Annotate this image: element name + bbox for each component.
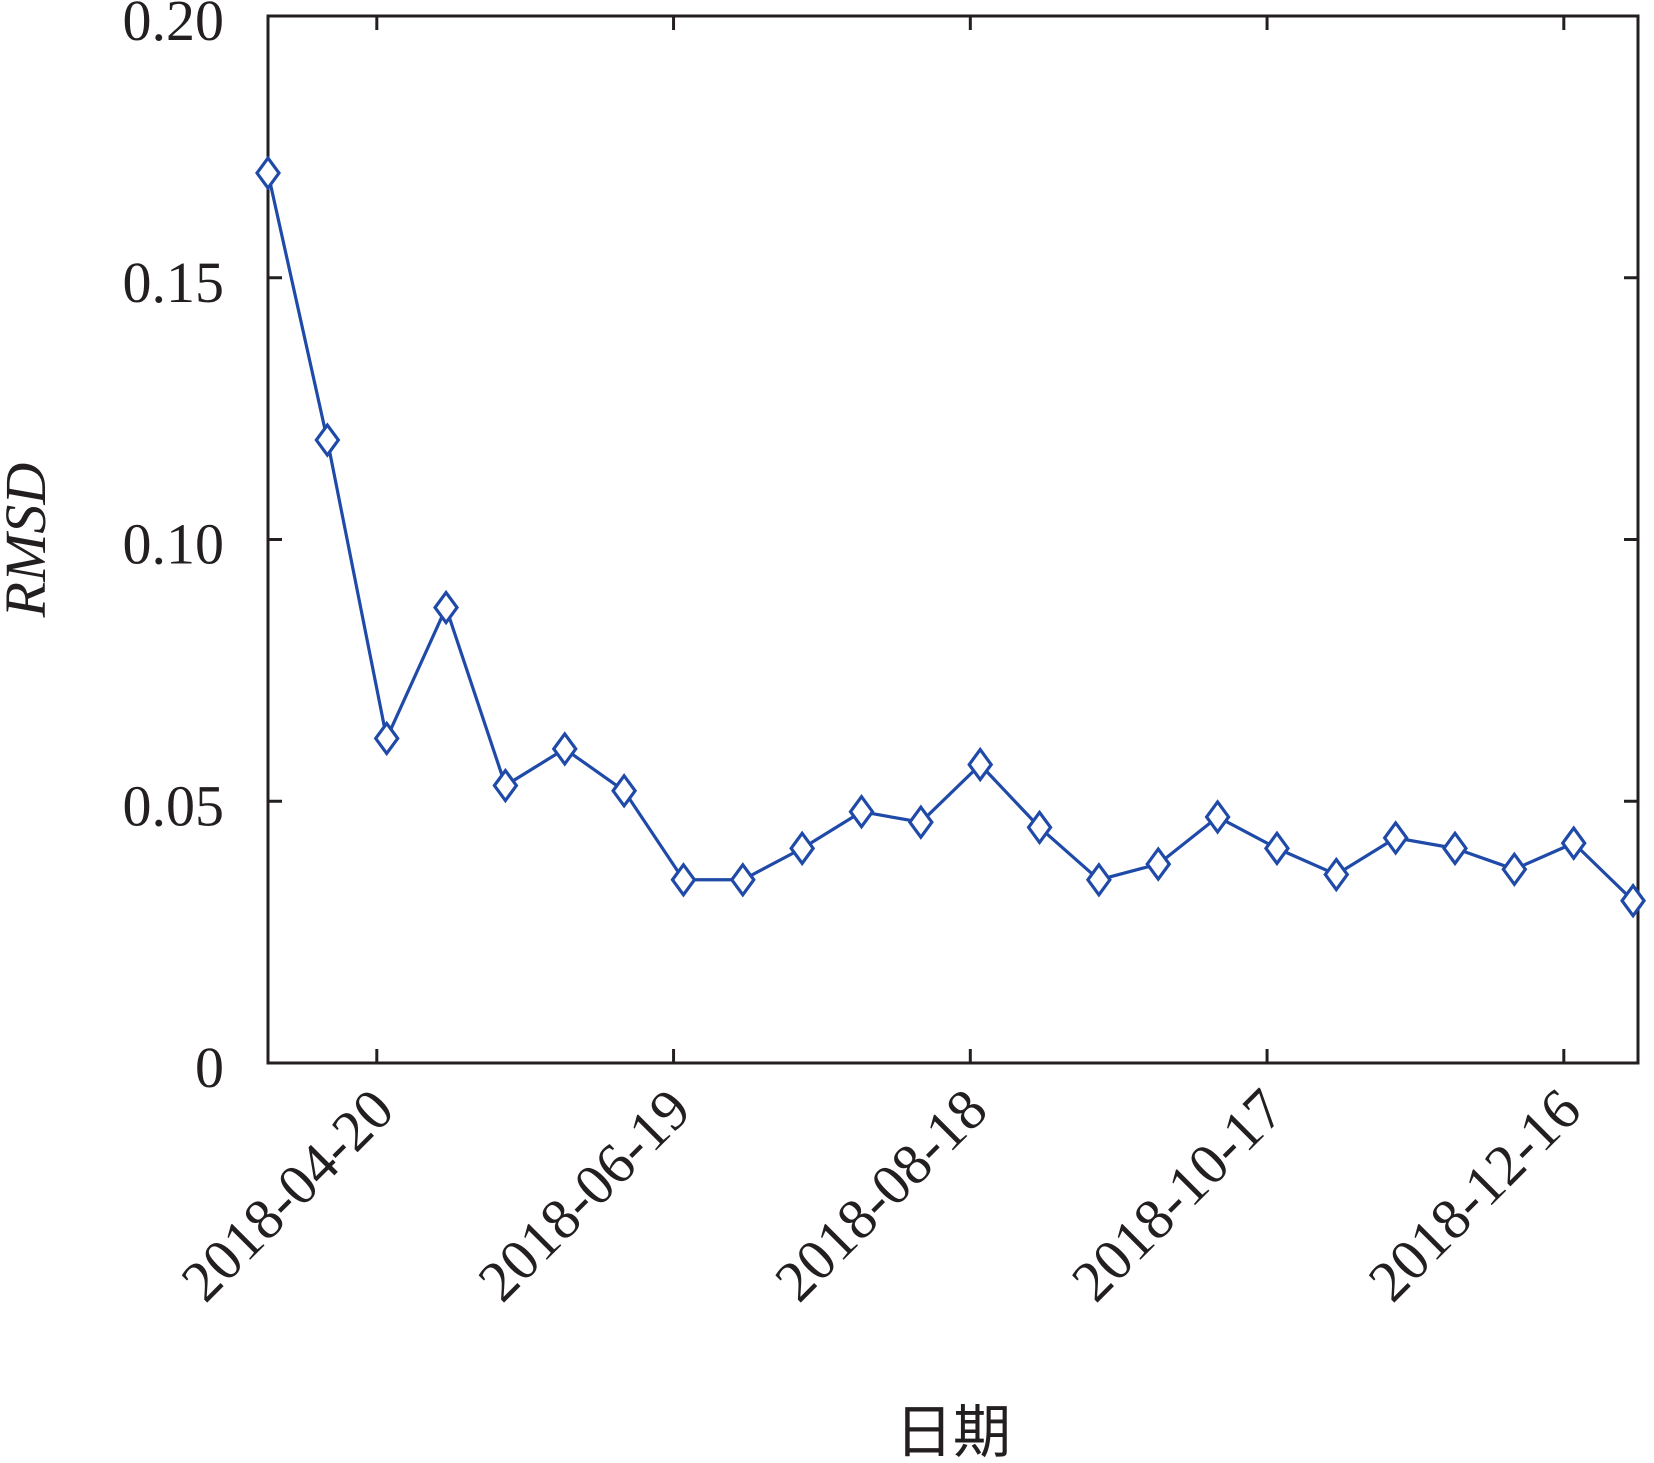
data-point	[492, 767, 519, 804]
data-point	[433, 589, 460, 626]
data-point	[789, 830, 816, 867]
plot-frame	[266, 14, 1640, 1065]
y-tick-label: 0.15	[123, 250, 225, 315]
y-tick-label: 0	[195, 1035, 224, 1100]
data-point	[1204, 799, 1231, 835]
y-tick-label: 0.20	[123, 0, 225, 53]
data-point	[967, 746, 994, 783]
x-axis-label: 日期	[895, 1400, 1011, 1463]
data-point	[1263, 830, 1290, 867]
data-point	[373, 720, 400, 757]
y-axis: 0 0.05 0.10 0.15 0.20	[123, 0, 1638, 1100]
x-tick-label: 2018-08-18	[762, 1076, 999, 1313]
data-point	[729, 862, 756, 898]
data-point	[1620, 883, 1647, 919]
data-point	[611, 773, 638, 809]
y-tick-label: 0.05	[123, 773, 225, 838]
x-tick-label: 2018-10-17	[1059, 1076, 1296, 1313]
y-axis-label: RMSD	[0, 463, 58, 619]
data-point	[848, 794, 875, 830]
x-tick-label: 2018-06-19	[465, 1076, 702, 1313]
data-point	[1442, 830, 1468, 867]
data-point	[907, 804, 934, 840]
series-line	[266, 172, 1635, 902]
data-point	[1145, 846, 1172, 882]
data-point	[670, 862, 697, 898]
data-point	[314, 422, 341, 458]
data-point	[551, 731, 578, 767]
data-point	[1085, 862, 1112, 898]
data-point	[1501, 851, 1528, 888]
data-point	[1026, 809, 1053, 846]
x-axis: 2018-04-20 2018-06-19 2018-08-18 2018-10-17…	[169, 16, 1593, 1314]
data-point	[1382, 820, 1409, 856]
data-point	[1323, 856, 1350, 893]
x-tick-label: 2018-12-16	[1356, 1076, 1593, 1313]
plot-area	[255, 14, 1647, 1065]
x-tick-label: 2018-04-20	[169, 1076, 406, 1313]
data-point	[1560, 825, 1587, 861]
data-point	[255, 155, 281, 191]
y-tick-label: 0.10	[123, 512, 225, 577]
